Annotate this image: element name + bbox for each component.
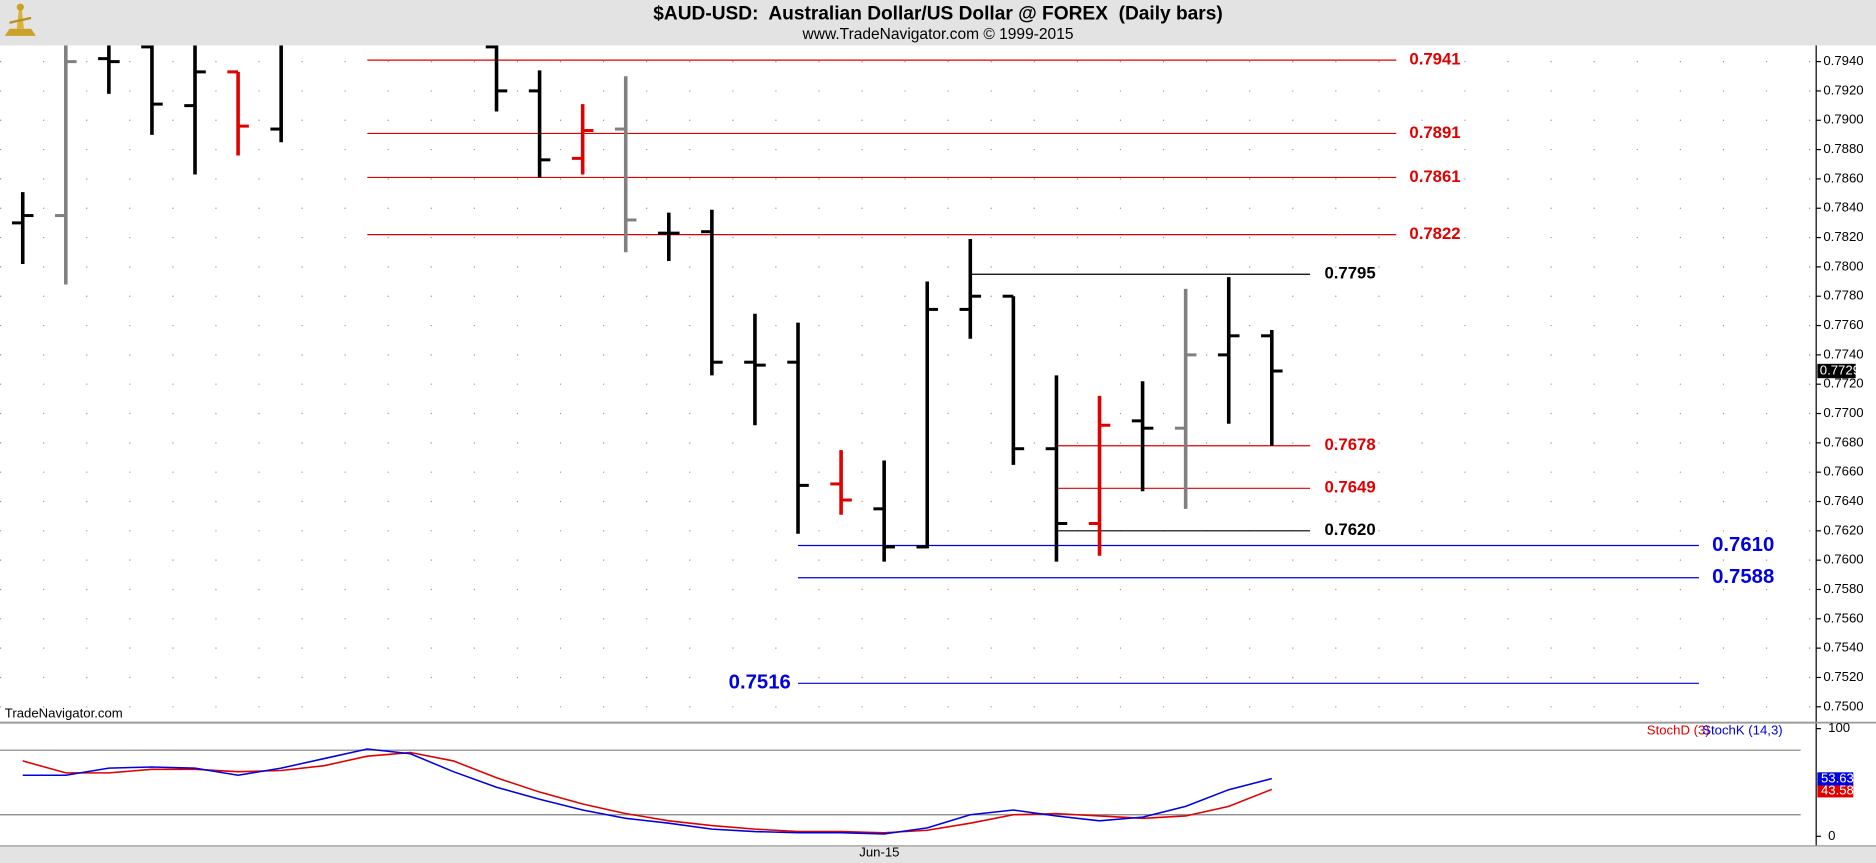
- y-tick-label: 0.7820: [1823, 229, 1863, 244]
- stoch-panel: [0, 723, 1817, 846]
- overlay: 0.7500 0.7520 0.7540 0.7560 0.7580 0.7600 0.76…: [0, 50, 1864, 860]
- level-label: 0.7795: [1324, 264, 1375, 283]
- y-tick-label: 0.7900: [1823, 112, 1863, 127]
- level-label: 0.7620: [1324, 520, 1375, 539]
- axis-panel: [1816, 45, 1876, 846]
- y-tick-label: 0.7700: [1823, 405, 1863, 420]
- chart-subtitle: www.TradeNavigator.com © 1999-2015: [802, 26, 1074, 43]
- last-value-tag: [1817, 784, 1854, 798]
- level-label: 0.7941: [1409, 50, 1460, 69]
- y-tick-label: 0.7740: [1823, 346, 1863, 361]
- y-tick-label: 0.7840: [1823, 200, 1863, 215]
- y-tick-label: 0.7660: [1823, 464, 1863, 479]
- legend-entry: StochK (14,3): [1702, 722, 1782, 737]
- level-label: 0.7891: [1409, 123, 1460, 142]
- stoch-line: [22, 751, 1273, 834]
- y-tick-label: 0.7860: [1823, 170, 1863, 185]
- price-panel: [0, 45, 1817, 722]
- level-label: 0.7678: [1324, 435, 1375, 454]
- y-tick-label: 0.7800: [1823, 258, 1863, 273]
- y-tick-label: 0.7880: [1823, 141, 1863, 156]
- level-label: 0.7822: [1409, 224, 1460, 243]
- last-value-tag: [1817, 772, 1854, 786]
- last-price-tag: [1817, 363, 1856, 379]
- y-tick-label: 100: [1828, 720, 1850, 735]
- last-value-label: 43.58: [1821, 782, 1854, 797]
- y-tick-label: 0: [1828, 828, 1835, 843]
- y-tick-label: 0.7720: [1823, 376, 1863, 391]
- x-tick-label: Jun-15: [859, 845, 899, 860]
- y-tick-label: 0.7560: [1823, 610, 1863, 625]
- y-tick-label: 0.7920: [1823, 82, 1863, 97]
- last-price-label: 0.7729: [1820, 362, 1860, 377]
- y-tick-label: 0.7680: [1823, 434, 1863, 449]
- watermark: TradeNavigator.com: [5, 706, 123, 721]
- level-label: 0.7516: [729, 672, 791, 694]
- y-tick-label: 0.7940: [1823, 53, 1863, 68]
- stoch-line: [22, 748, 1272, 835]
- chart-title: $AUD-USD: Australian Dollar/US Dollar @ …: [653, 3, 1222, 24]
- level-label: 0.7861: [1409, 167, 1460, 186]
- y-tick-label: 0.7520: [1823, 669, 1863, 684]
- level-label: 0.7649: [1324, 478, 1375, 497]
- y-tick-label: 0.7500: [1823, 698, 1863, 713]
- level-label: 0.7588: [1712, 566, 1774, 588]
- level-label: 0.7610: [1712, 534, 1774, 556]
- logo: [4, 3, 36, 36]
- y-tick-label: 0.7640: [1823, 493, 1863, 508]
- y-tick-label: 0.7540: [1823, 640, 1863, 655]
- y-tick-label: 0.7620: [1823, 522, 1863, 537]
- y-tick-label: 0.7780: [1823, 288, 1863, 303]
- y-tick-label: 0.7760: [1823, 317, 1863, 332]
- plot: [11, 45, 1699, 684]
- legend-entry: StochD (3): [1647, 722, 1710, 737]
- y-tick-label: 0.7600: [1823, 552, 1863, 567]
- y-tick-label: 0.7580: [1823, 581, 1863, 596]
- last-value-label: 53.63: [1821, 770, 1854, 785]
